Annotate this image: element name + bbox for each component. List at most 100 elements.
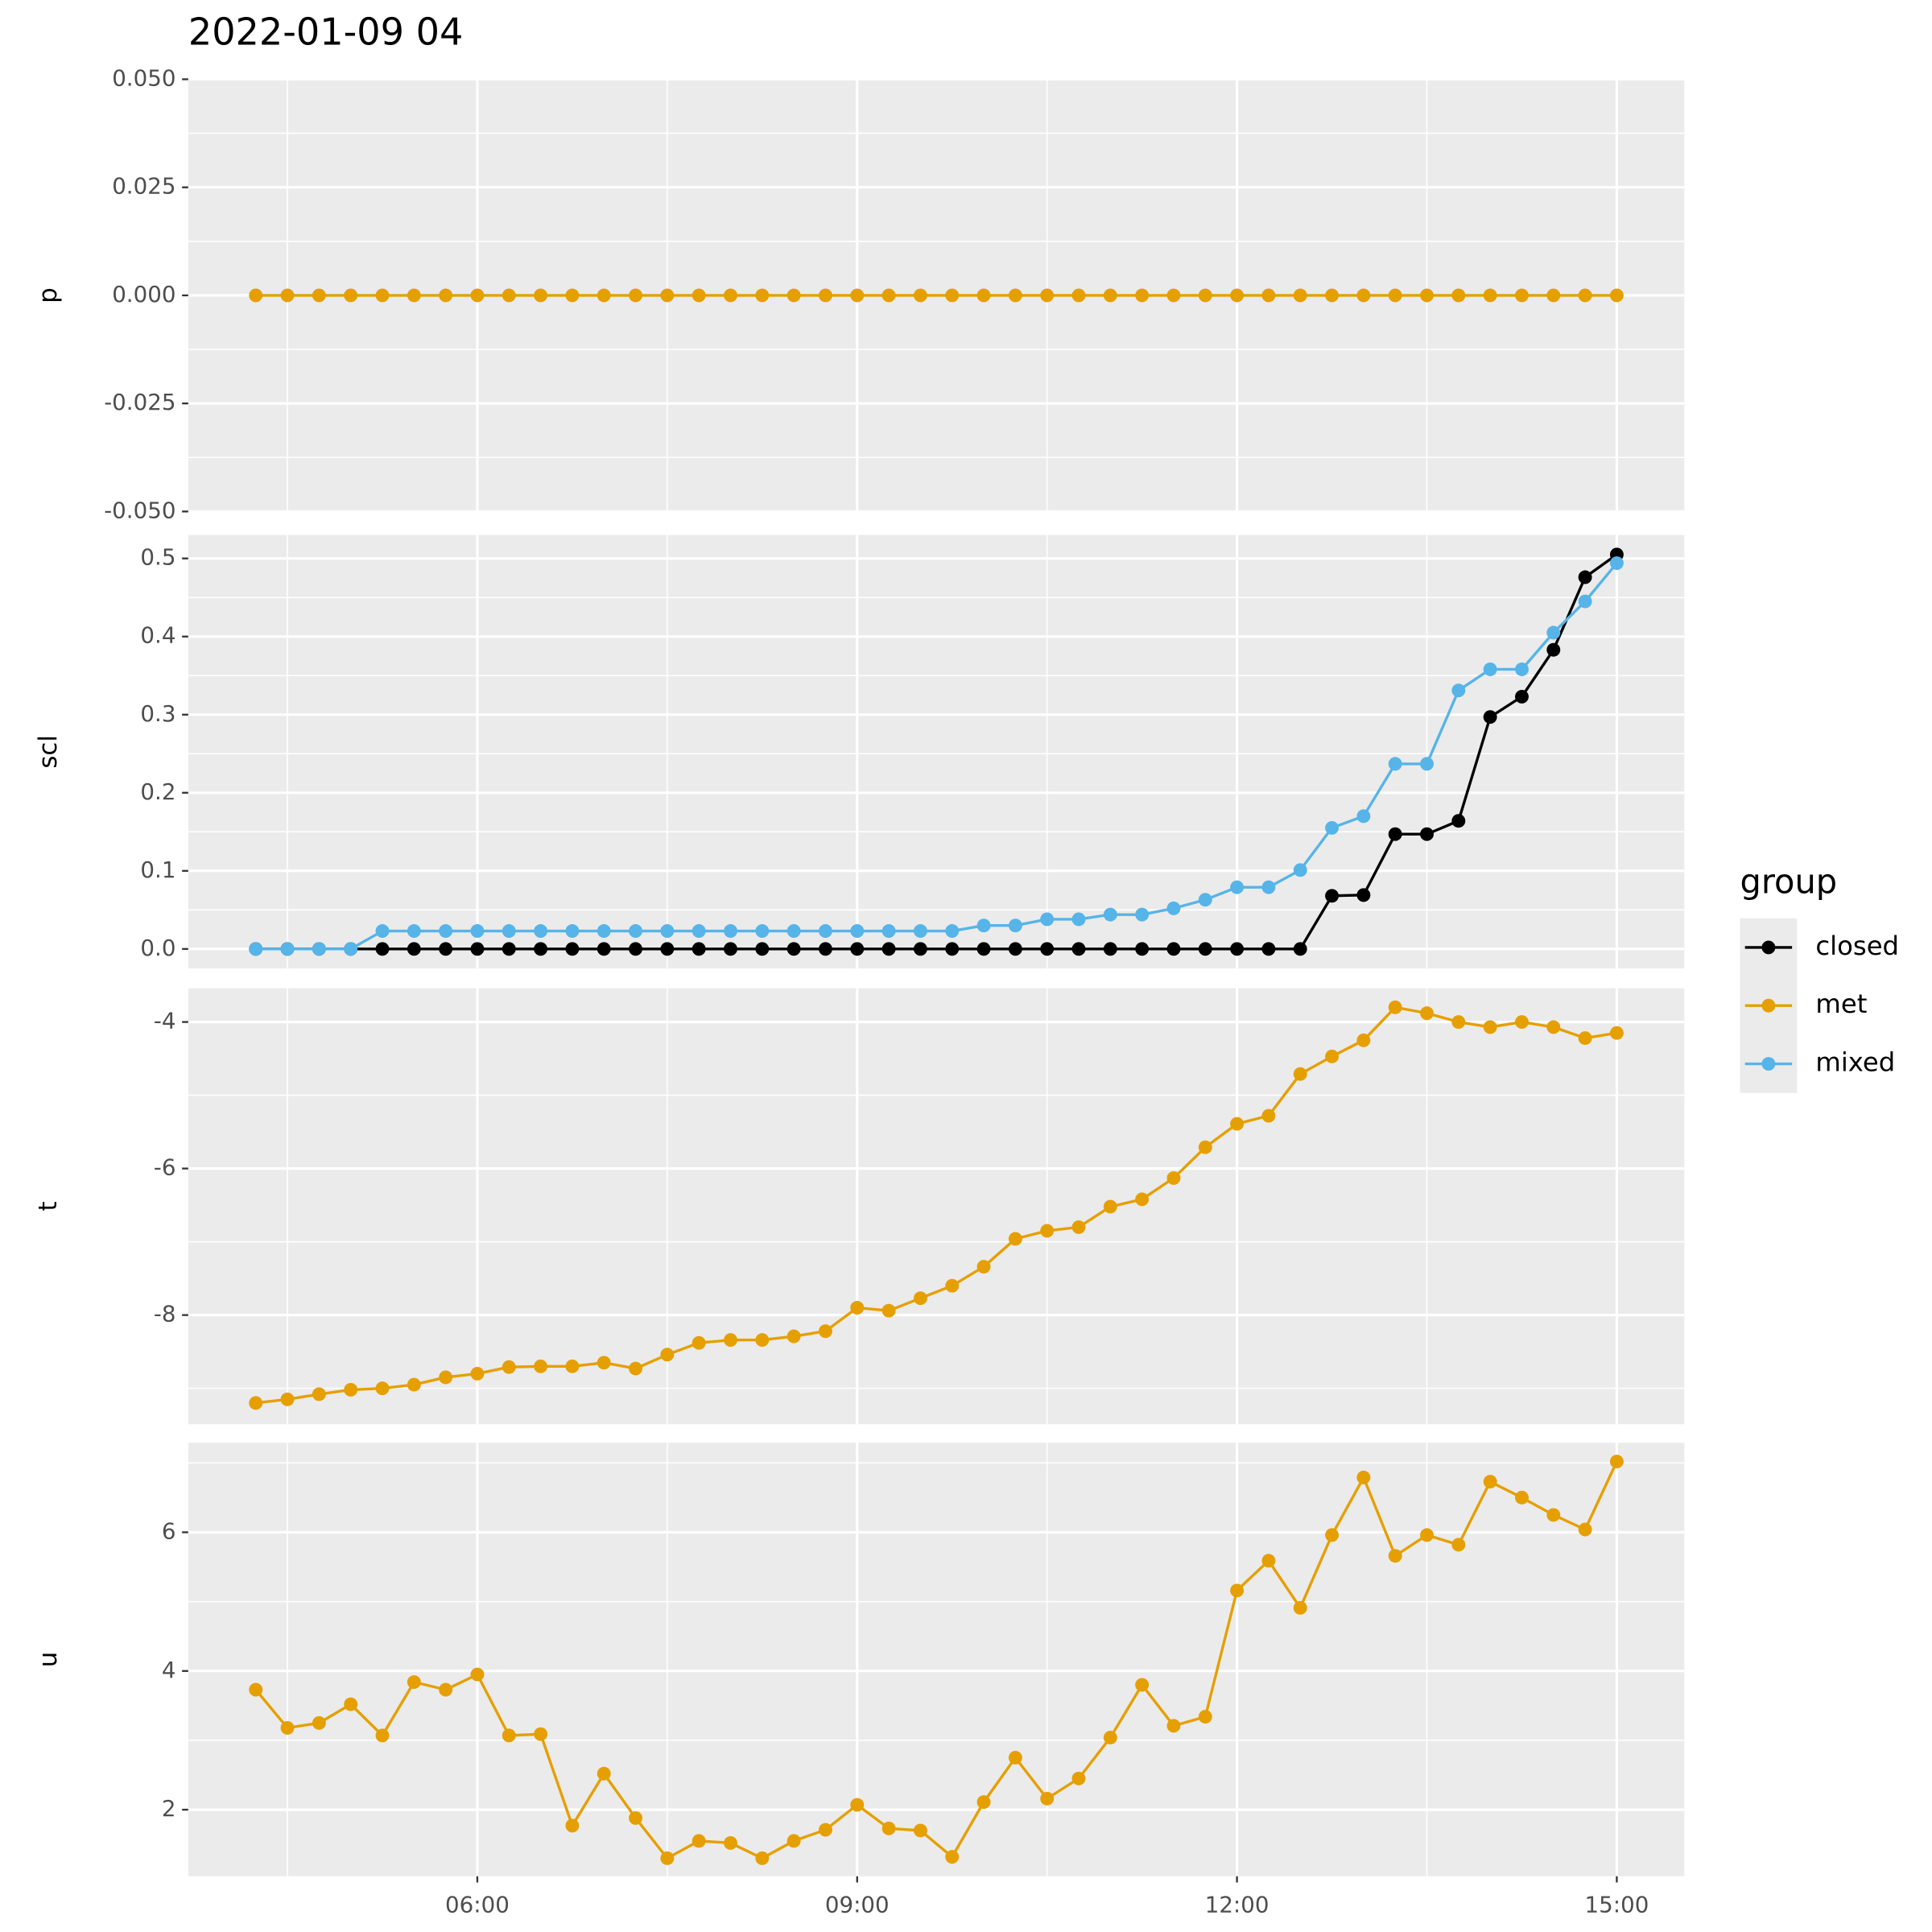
data-point — [691, 942, 706, 956]
data-point — [280, 1392, 295, 1406]
data-point — [1325, 1049, 1340, 1063]
data-point — [1135, 1678, 1150, 1692]
data-point — [1451, 814, 1466, 828]
data-point — [1103, 907, 1117, 922]
data-point — [1578, 1031, 1592, 1046]
data-point — [1166, 1719, 1181, 1733]
data-point — [344, 1697, 358, 1711]
data-point — [1293, 288, 1307, 303]
data-point — [819, 942, 832, 956]
data-point — [470, 924, 485, 938]
data-point — [597, 288, 611, 303]
data-point — [1293, 1600, 1307, 1615]
data-point — [439, 942, 453, 956]
data-point — [660, 1348, 675, 1362]
data-point — [597, 1356, 611, 1370]
legend-label: mixed — [1815, 1047, 1895, 1078]
data-point — [913, 942, 927, 956]
data-point — [1483, 1475, 1497, 1489]
data-point — [1040, 1224, 1055, 1238]
data-point — [1008, 919, 1022, 933]
data-point — [344, 1382, 358, 1397]
data-point — [1008, 942, 1022, 956]
data-point — [1103, 288, 1117, 303]
series-line — [254, 1460, 1618, 1860]
data-point — [1388, 757, 1402, 771]
data-point — [1198, 1710, 1212, 1724]
data-point — [1546, 642, 1561, 657]
data-point — [881, 942, 896, 956]
data-point — [407, 942, 421, 956]
data-point — [565, 288, 580, 303]
data-point — [724, 1333, 737, 1348]
data-point — [1040, 288, 1055, 303]
data-point — [850, 942, 865, 956]
data-point — [565, 1818, 580, 1833]
y-tick-label: 0.000 — [112, 281, 175, 308]
data-point — [407, 1377, 421, 1392]
legend-marker — [1761, 940, 1776, 955]
data-point — [534, 288, 548, 303]
data-point — [280, 1720, 295, 1735]
data-point — [312, 288, 326, 303]
data-point — [407, 924, 421, 938]
data-point — [881, 1821, 896, 1835]
data-point — [565, 942, 580, 956]
data-point — [1356, 288, 1371, 303]
data-point — [375, 924, 390, 938]
data-point — [850, 924, 865, 938]
data-point — [1356, 1033, 1371, 1047]
data-point — [1166, 288, 1181, 303]
data-point — [786, 288, 801, 303]
data-point — [850, 1301, 865, 1315]
data-point — [660, 288, 675, 303]
data-point — [1008, 288, 1022, 303]
data-point — [1008, 1232, 1022, 1246]
y-tick-label: 6 — [162, 1517, 176, 1544]
data-point — [1546, 1020, 1561, 1034]
y-tick-label: -0.050 — [104, 497, 175, 523]
data-point — [1071, 288, 1086, 303]
data-point — [1356, 1470, 1371, 1484]
data-point — [1135, 288, 1150, 303]
data-point — [344, 942, 358, 956]
x-tick-label: 09:00 — [825, 1892, 890, 1918]
data-point — [1388, 1549, 1402, 1563]
data-point — [1515, 1490, 1529, 1505]
data-point — [1071, 942, 1086, 956]
data-point — [1546, 625, 1561, 640]
data-point — [786, 1834, 801, 1848]
data-point — [502, 942, 516, 956]
data-point — [629, 288, 643, 303]
data-point — [1325, 889, 1340, 903]
data-point — [1103, 942, 1117, 956]
data-point — [1261, 1554, 1276, 1568]
data-point — [691, 1335, 706, 1350]
data-point — [1040, 942, 1055, 956]
data-point — [913, 288, 927, 303]
data-point — [755, 924, 770, 938]
data-point — [1071, 1771, 1086, 1785]
data-point — [597, 1766, 611, 1781]
data-point — [819, 1823, 832, 1837]
data-point — [945, 924, 960, 938]
data-point — [786, 1329, 801, 1344]
data-point — [502, 1360, 516, 1374]
data-point — [1546, 288, 1561, 303]
data-point — [629, 924, 643, 938]
data-point — [1609, 556, 1624, 571]
data-point — [1515, 663, 1529, 676]
data-point — [755, 1851, 770, 1865]
data-point — [1008, 1750, 1022, 1765]
x-tick-label: 06:00 — [445, 1892, 510, 1918]
legend-label: met — [1815, 989, 1867, 1019]
data-point — [819, 288, 832, 303]
data-point — [1609, 1026, 1624, 1040]
data-point — [1546, 1508, 1561, 1522]
y-tick-label: 0.025 — [112, 173, 175, 200]
data-point — [1103, 1199, 1117, 1214]
data-point — [344, 288, 358, 303]
y-tick-label: 0.5 — [140, 544, 175, 571]
data-point — [439, 288, 453, 303]
x-tick-label: 12:00 — [1205, 1892, 1269, 1918]
